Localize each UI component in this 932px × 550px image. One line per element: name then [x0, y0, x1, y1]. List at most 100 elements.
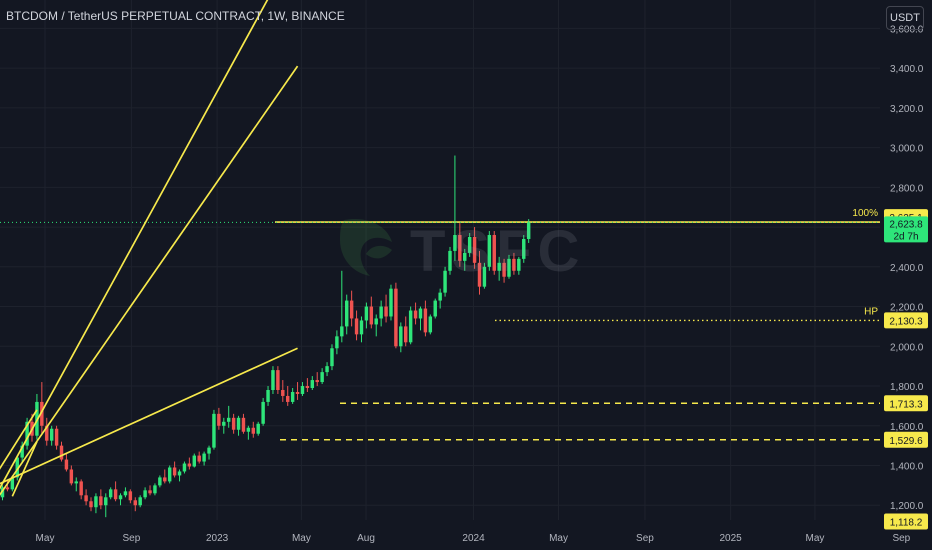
- candle-22: [69, 465, 74, 486]
- candle-body-55: [231, 417, 236, 430]
- candle-body-81: [359, 320, 364, 335]
- candle-40: [158, 475, 162, 488]
- candle-100: [453, 155, 457, 261]
- y-tick-label-5: 2,200.0: [890, 303, 924, 314]
- candle-46: [187, 457, 192, 470]
- candle-body-58: [246, 427, 251, 432]
- candle-48: [197, 451, 201, 464]
- candle-52: [217, 407, 221, 430]
- candle-body-9: [5, 487, 10, 490]
- candle-body-19: [54, 428, 59, 446]
- level-label-4-box: [884, 431, 928, 448]
- candle-body-29: [104, 497, 108, 506]
- trend-line-0[interactable]: [0, 347, 298, 491]
- candle-66: [285, 386, 290, 406]
- candle-94: [423, 300, 428, 337]
- candle-63: [271, 366, 275, 394]
- candle-body-76: [335, 336, 339, 349]
- candle-110: [502, 258, 506, 283]
- candle-body-96: [433, 300, 437, 317]
- candle-31: [113, 481, 118, 502]
- candle-body-21: [64, 459, 69, 470]
- candle-24: [79, 479, 83, 500]
- current-price-box: [884, 216, 928, 243]
- candle-body-65: [281, 390, 285, 396]
- candle-58: [246, 425, 251, 440]
- trend-line-3[interactable]: [0, 65, 299, 519]
- candle-body-101: [458, 235, 462, 261]
- candle-body-25: [84, 495, 88, 502]
- candle-body-45: [182, 463, 187, 472]
- candle-103: [467, 233, 472, 257]
- candle-body-37: [143, 490, 147, 498]
- candle-body-13: [25, 421, 29, 446]
- candle-body-74: [325, 366, 329, 373]
- candle-113: [517, 256, 521, 275]
- candle-body-51: [212, 413, 216, 448]
- trend-lines[interactable]: [0, 0, 299, 519]
- candle-body-11: [15, 457, 19, 478]
- candle-body-41: [163, 477, 167, 482]
- candle-body-34: [128, 491, 133, 501]
- x-tick-label-6: May: [549, 533, 568, 544]
- candle-body-108: [492, 235, 496, 271]
- candlesticks: [0, 155, 531, 518]
- candle-56: [236, 415, 241, 436]
- candle-17: [45, 417, 49, 446]
- candle-85: [379, 300, 383, 327]
- trend-line-1[interactable]: [0, 409, 38, 495]
- candle-61: [261, 397, 265, 426]
- candle-body-94: [423, 308, 428, 333]
- symbol-title[interactable]: BTCDOM / TetherUS PERPETUAL CONTRACT, 1W…: [6, 9, 345, 23]
- candle-body-91: [408, 310, 413, 343]
- candle-body-83: [369, 306, 374, 325]
- candle-107: [487, 231, 492, 271]
- trend-line-4[interactable]: [0, 0, 298, 519]
- time-axis[interactable]: May Sep 2023 May Aug 2024 May Sep 2025 May Sep: [0, 520, 932, 550]
- x-tick-label-10: Sep: [892, 533, 910, 544]
- candle-65: [281, 380, 285, 402]
- candle-87: [389, 284, 393, 321]
- x-tick-label-8: 2025: [720, 533, 743, 544]
- candle-body-56: [236, 417, 241, 430]
- candle-23: [74, 477, 78, 492]
- time-axis-bg: [0, 520, 932, 550]
- candle-60: [256, 421, 260, 436]
- candle-body-8: [0, 487, 5, 498]
- candle-93: [418, 306, 423, 331]
- candle-88: [394, 282, 398, 349]
- candle-69: [300, 382, 305, 396]
- level-label-3-box: [884, 395, 928, 412]
- candle-112: [512, 252, 516, 275]
- candle-body-69: [300, 386, 305, 394]
- y-tick-label-11: 3,400.0: [890, 64, 924, 75]
- candle-body-26: [89, 501, 93, 508]
- trend-line-2[interactable]: [11, 441, 38, 497]
- candle-body-49: [202, 453, 206, 462]
- x-tick-label-5: 2024: [462, 533, 485, 544]
- y-tick-label-10: 3,200.0: [890, 104, 924, 115]
- candle-38: [148, 485, 152, 496]
- currency-button[interactable]: USDT: [886, 6, 924, 30]
- candle-18: [49, 425, 54, 446]
- level-label-3: 1,713.3: [889, 399, 923, 410]
- candle-109: [497, 256, 501, 281]
- candle-77: [340, 270, 344, 343]
- candle-body-113: [517, 258, 521, 271]
- candle-body-30: [108, 489, 113, 498]
- candle-body-59: [251, 427, 256, 434]
- candle-body-39: [153, 485, 157, 494]
- candle-body-60: [256, 423, 260, 434]
- candle-25: [84, 489, 88, 506]
- candle-74: [325, 362, 329, 377]
- candle-body-95: [428, 316, 433, 333]
- candle-45: [182, 461, 187, 474]
- candle-body-46: [187, 463, 192, 467]
- price-axis[interactable]: 1,200.0 1,400.0 1,600.0 1,800.0 2,000.0 2,200…: [886, 0, 932, 550]
- candle-body-36: [138, 497, 142, 506]
- candle-body-93: [418, 308, 423, 319]
- candle-20: [59, 441, 64, 462]
- candle-body-28: [99, 496, 103, 506]
